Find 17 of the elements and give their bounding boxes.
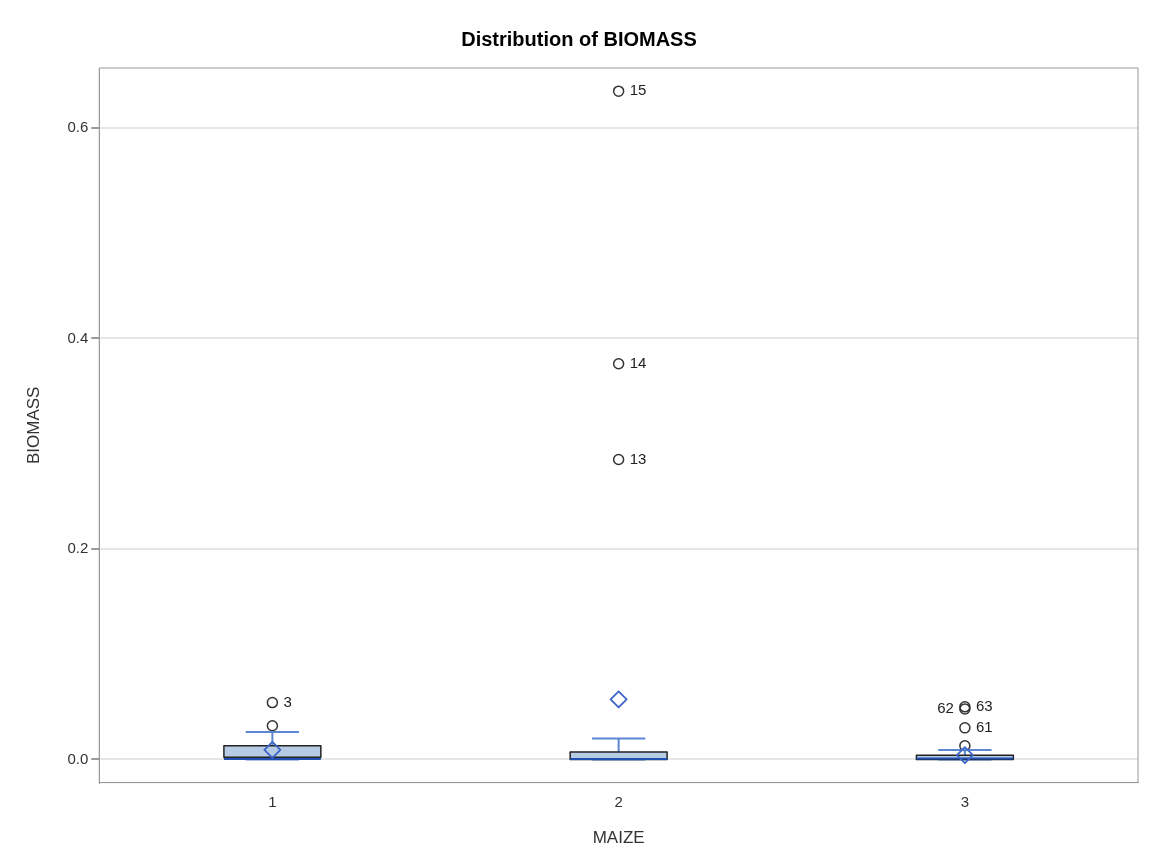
- y-tick-label: 0.6: [67, 118, 89, 136]
- annotation: 3: [283, 692, 292, 710]
- annotation: 13: [629, 449, 647, 467]
- y-tick-label: 0.2: [67, 539, 89, 557]
- y-axis-title: BIOMASS: [23, 386, 43, 465]
- x-tick-label: 2: [614, 792, 623, 810]
- annotation: 61: [975, 718, 993, 736]
- y-tick-label: 0.4: [67, 328, 89, 346]
- chart-title: Distribution of BIOMASS: [461, 27, 697, 50]
- y-tick-label: 0.0: [67, 749, 89, 767]
- x-tick-label: 3: [960, 792, 970, 810]
- annotation: 14: [629, 353, 647, 371]
- annotation: 63: [975, 696, 993, 714]
- annotation: 62: [937, 699, 954, 717]
- x-axis-title: MAIZE: [592, 828, 645, 848]
- x-tick-label: 1: [268, 792, 277, 810]
- annotation: 15: [629, 81, 647, 99]
